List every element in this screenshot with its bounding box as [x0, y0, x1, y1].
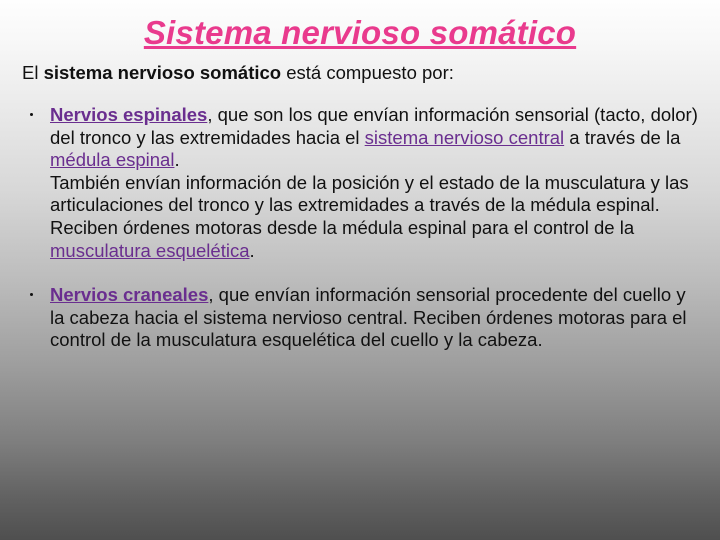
text-frag: También envían información de la posició… [50, 172, 689, 238]
item-body: Nervios craneales, que envían informació… [50, 284, 687, 350]
slide-title: Sistema nervioso somático [22, 14, 698, 52]
item-body: Nervios espinales, que son los que envía… [50, 104, 698, 170]
bullet-icon [30, 293, 33, 296]
intro-paragraph: El sistema nervioso somático está compue… [22, 62, 698, 84]
bullet-icon [30, 113, 33, 116]
intro-bold: sistema nervioso somático [44, 62, 282, 83]
text-frag: a través de la [564, 127, 680, 148]
list-item: Nervios craneales, que envían informació… [22, 284, 698, 352]
link-snc[interactable]: sistema nervioso central [365, 127, 564, 148]
intro-prefix: El [22, 62, 44, 83]
item-second-para: También envían información de la posició… [50, 172, 698, 262]
link-medula[interactable]: médula espinal [50, 149, 174, 170]
link-nervios-craneales[interactable]: Nervios craneales [50, 284, 208, 305]
link-nervios-espinales[interactable]: Nervios espinales [50, 104, 207, 125]
text-frag: . [174, 149, 179, 170]
text-frag: . [250, 240, 255, 261]
link-musculatura[interactable]: musculatura esquelética [50, 240, 250, 261]
slide-content: Sistema nervioso somático El sistema ner… [0, 0, 720, 352]
list-item: Nervios espinales, que son los que envía… [22, 104, 698, 262]
intro-suffix: está compuesto por: [281, 62, 454, 83]
